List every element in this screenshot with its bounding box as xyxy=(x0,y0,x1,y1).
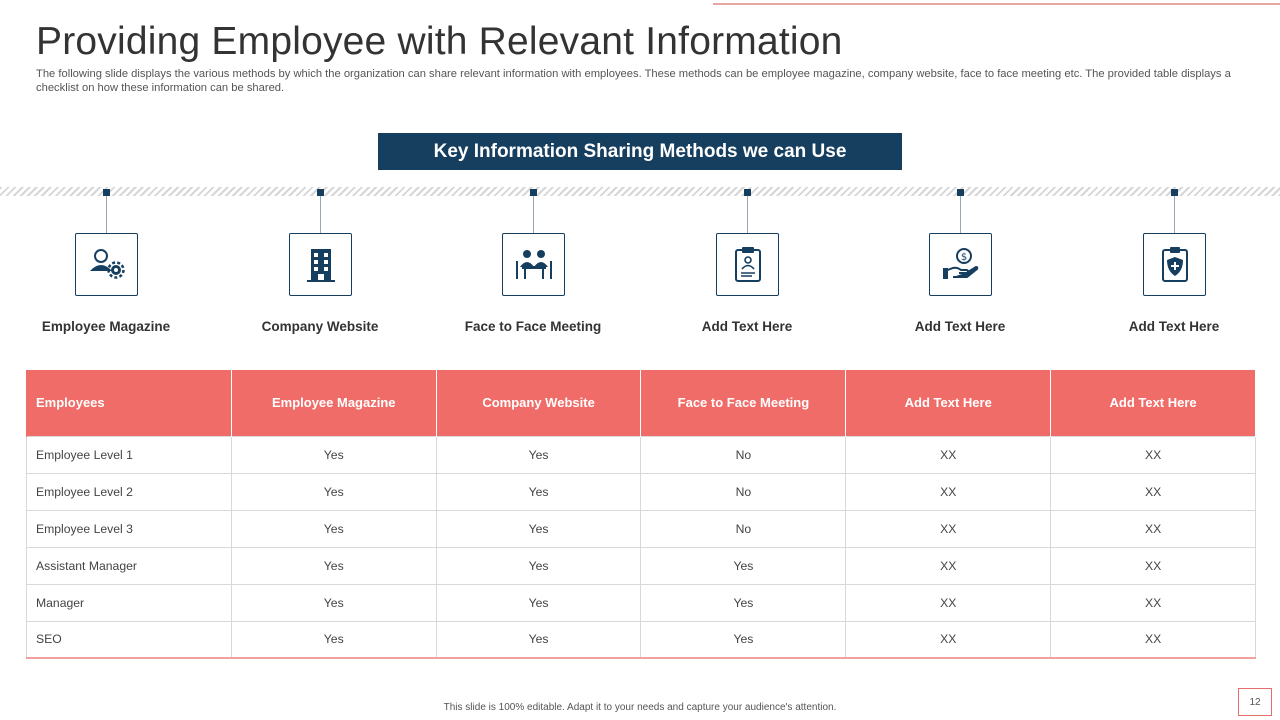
table-cell: Employee Level 3 xyxy=(26,509,232,548)
method-add-text-1: Add Text Here xyxy=(667,189,827,339)
connector-line xyxy=(960,196,961,233)
table-row: Assistant Manager Yes Yes Yes XX XX xyxy=(26,546,1256,585)
meeting-table-icon xyxy=(502,233,565,296)
table-cell: Yes xyxy=(230,509,437,548)
table-cell: No xyxy=(640,435,847,474)
table-cell: Yes xyxy=(640,546,847,585)
connector-line xyxy=(1174,196,1175,233)
table-cell: No xyxy=(640,509,847,548)
method-face-to-face-meeting: Face to Face Meeting xyxy=(453,189,613,339)
table-cell: XX xyxy=(1050,472,1256,511)
connector-dot xyxy=(1171,189,1178,196)
connector-dot xyxy=(744,189,751,196)
table-cell: Yes xyxy=(435,583,642,622)
table-cell: XX xyxy=(845,583,1052,622)
table-cell: No xyxy=(640,472,847,511)
slide-title: Providing Employee with Relevant Informa… xyxy=(36,20,843,63)
table-header-row: Employees Employee Magazine Company Webs… xyxy=(26,370,1256,436)
slide-subtitle: The following slide displays the various… xyxy=(36,68,1231,94)
page-number: 12 xyxy=(1238,688,1272,716)
table-cell: Yes xyxy=(640,620,847,659)
table-row: Employee Level 1 Yes Yes No XX XX xyxy=(26,435,1256,474)
table-cell: XX xyxy=(845,435,1052,474)
person-gear-icon xyxy=(75,233,138,296)
table-cell: Yes xyxy=(435,472,642,511)
method-label: Add Text Here xyxy=(1128,319,1220,334)
table-cell: XX xyxy=(845,620,1052,659)
table-cell: Yes xyxy=(435,620,642,659)
table-cell: Yes xyxy=(230,620,437,659)
method-label: Add Text Here xyxy=(701,319,793,334)
method-label: Employee Magazine xyxy=(41,319,171,334)
column-header: Employee Magazine xyxy=(230,370,437,436)
hand-coin-icon: $ xyxy=(929,233,992,296)
table-cell: Employee Level 1 xyxy=(26,435,232,474)
method-label: Face to Face Meeting xyxy=(464,319,602,334)
table-cell: Manager xyxy=(26,583,232,622)
table-cell: Yes xyxy=(435,435,642,474)
connector-dot xyxy=(103,189,110,196)
clipboard-shield-icon xyxy=(1143,233,1206,296)
table-cell: XX xyxy=(1050,546,1256,585)
clipboard-profile-icon xyxy=(716,233,779,296)
top-accent-rule xyxy=(713,3,1280,5)
table-cell: Assistant Manager xyxy=(26,546,232,585)
table-cell: XX xyxy=(1050,620,1256,659)
method-label: Company Website xyxy=(261,319,379,334)
section-label: Key Information Sharing Methods we can U… xyxy=(378,133,902,170)
table-cell: Employee Level 2 xyxy=(26,472,232,511)
building-icon xyxy=(289,233,352,296)
table-cell: XX xyxy=(1050,509,1256,548)
connector-line xyxy=(106,196,107,233)
table-row: Employee Level 3 Yes Yes No XX XX xyxy=(26,509,1256,548)
connector-dot xyxy=(957,189,964,196)
connector-dot xyxy=(530,189,537,196)
svg-text:$: $ xyxy=(960,252,966,263)
method-employee-magazine: Employee Magazine xyxy=(26,189,186,339)
table-row: Employee Level 2 Yes Yes No XX XX xyxy=(26,472,1256,511)
table-cell: Yes xyxy=(435,509,642,548)
table-cell: XX xyxy=(845,509,1052,548)
column-header: Face to Face Meeting xyxy=(640,370,847,436)
table-row: SEO Yes Yes Yes XX XX xyxy=(26,620,1256,659)
connector-line xyxy=(533,196,534,233)
table-cell: XX xyxy=(845,546,1052,585)
column-header: Add Text Here xyxy=(845,370,1052,436)
column-header: Employees xyxy=(26,370,232,436)
table-cell: XX xyxy=(845,472,1052,511)
table-cell: Yes xyxy=(230,472,437,511)
hatched-divider xyxy=(0,187,1280,196)
method-label: Add Text Here xyxy=(914,319,1006,334)
table-cell: XX xyxy=(1050,435,1256,474)
table-cell: Yes xyxy=(230,435,437,474)
table-row: Manager Yes Yes Yes XX XX xyxy=(26,583,1256,622)
table-cell: Yes xyxy=(640,583,847,622)
column-header: Company Website xyxy=(435,370,642,436)
connector-dot xyxy=(317,189,324,196)
connector-line xyxy=(747,196,748,233)
method-add-text-3: Add Text Here xyxy=(1094,189,1254,339)
connector-line xyxy=(320,196,321,233)
method-company-website: Company Website xyxy=(240,189,400,339)
table-cell: Yes xyxy=(230,546,437,585)
table-cell: Yes xyxy=(230,583,437,622)
table-cell: Yes xyxy=(435,546,642,585)
slide-footer-note: This slide is 100% editable. Adapt it to… xyxy=(443,702,837,713)
table-cell: XX xyxy=(1050,583,1256,622)
table-cell: SEO xyxy=(26,620,232,659)
checklist-table: Employees Employee Magazine Company Webs… xyxy=(26,370,1256,659)
method-add-text-2: $ Add Text Here xyxy=(880,189,1040,339)
column-header: Add Text Here xyxy=(1050,370,1256,436)
